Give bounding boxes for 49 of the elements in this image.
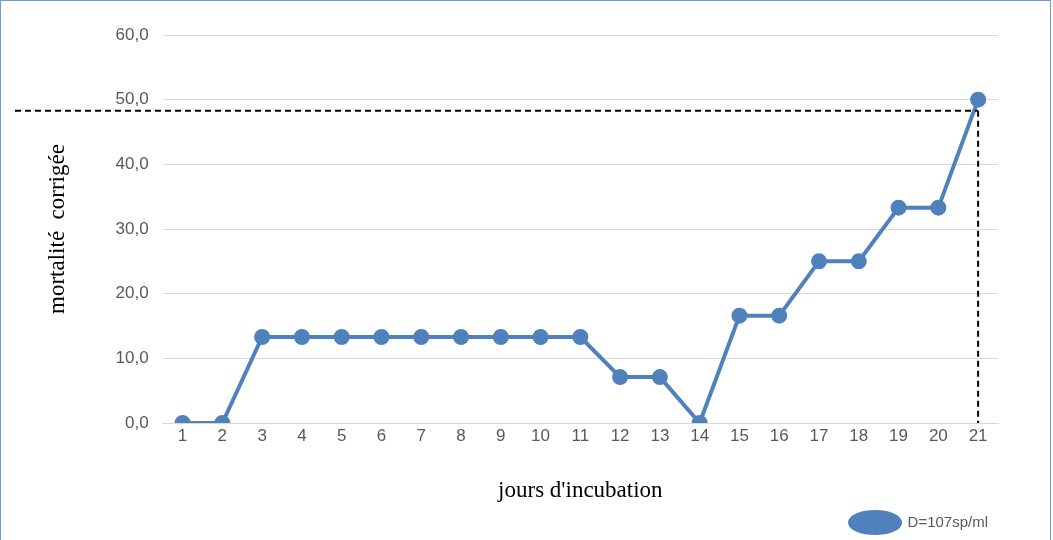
point [850, 253, 867, 270]
x-axis-title: jours d'incubation [497, 477, 664, 503]
point [930, 199, 947, 216]
point [970, 91, 987, 108]
y-tick-label: 60,0 [115, 24, 149, 44]
point [651, 369, 668, 386]
y-tick-label: 20,0 [115, 283, 149, 303]
y-tick-label: 30,0 [115, 218, 149, 238]
point [731, 307, 748, 324]
point [890, 199, 907, 216]
x-tick-label: 10 [531, 425, 551, 445]
y-tick-label: 50,0 [115, 89, 149, 109]
point [532, 328, 549, 345]
point [413, 328, 430, 345]
y-tick-label: 40,0 [115, 154, 149, 174]
point [612, 369, 629, 386]
point [293, 328, 310, 345]
x-tick-label: 15 [729, 425, 749, 445]
legend-label: D=107sp/ml [907, 512, 989, 530]
point [811, 253, 827, 270]
x-tick-label: 12 [610, 425, 630, 445]
x-tick-label: 6 [376, 425, 387, 445]
x-tick-label: 11 [571, 425, 590, 445]
point [254, 328, 271, 345]
x-tick-label: 7 [416, 425, 426, 445]
x-tick-label: 13 [650, 425, 670, 445]
x-tick-label: 5 [336, 425, 347, 445]
point [453, 328, 470, 345]
x-tick-label: 19 [889, 425, 909, 445]
y-axis-title: mortalité corrigée [43, 144, 69, 314]
x-tick-label: 14 [690, 425, 710, 445]
point [572, 328, 589, 345]
point [771, 307, 788, 324]
point [333, 328, 350, 345]
y-tick-label: 10,0 [115, 348, 149, 368]
x-tick-label: 2 [217, 425, 228, 445]
x-tick-label: 3 [257, 425, 267, 445]
x-tick-label: 16 [769, 425, 789, 445]
y-tick-label: 0,0 [125, 412, 149, 432]
x-tick-label: 18 [849, 425, 869, 445]
x-tick-label: 21 [968, 425, 988, 445]
x-tick-label: 17 [809, 425, 829, 445]
point [373, 328, 390, 345]
x-tick-label: 20 [928, 425, 948, 445]
x-tick-label: 9 [496, 425, 506, 445]
x-tick-label: 8 [456, 425, 466, 445]
x-tick-label: 1 [177, 425, 188, 445]
point [492, 328, 509, 345]
x-tick-label: 4 [297, 425, 307, 445]
